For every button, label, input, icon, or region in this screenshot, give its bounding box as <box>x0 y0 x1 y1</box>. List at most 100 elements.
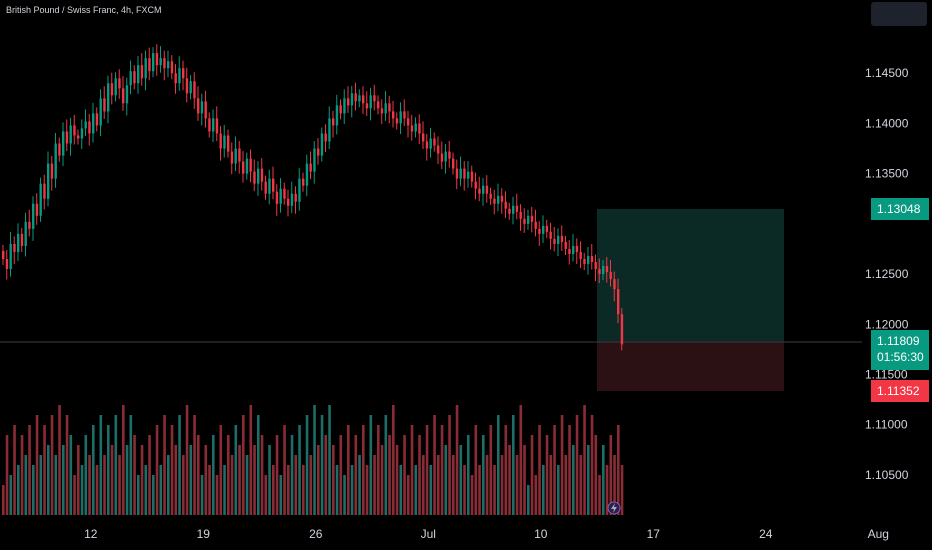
candle-body <box>257 168 260 184</box>
volume-bar <box>268 445 271 515</box>
candle-body <box>579 251 582 259</box>
volume-bar <box>602 445 605 515</box>
volume-bar <box>148 435 151 515</box>
volume-bar <box>313 405 316 515</box>
candle-body <box>114 78 117 96</box>
candle-body <box>459 168 462 179</box>
volume-bar <box>508 445 511 515</box>
candle-body <box>500 195 504 202</box>
x-tick-label: 17 <box>647 527 661 541</box>
candle-body <box>305 163 309 186</box>
candle-body <box>290 193 294 206</box>
candle-body <box>193 81 196 99</box>
candle-body <box>407 118 410 126</box>
volume-bar <box>452 455 455 515</box>
volume-bar <box>324 435 328 515</box>
candle-body <box>373 95 376 102</box>
volume-bar <box>542 465 545 515</box>
volume-bar <box>320 415 324 515</box>
candle-body <box>575 245 579 252</box>
candle-body <box>538 228 541 234</box>
volume-bar <box>182 455 185 515</box>
candle-body <box>493 198 496 204</box>
volume-bar <box>328 405 331 515</box>
candle-body <box>298 178 301 202</box>
candle-body <box>339 105 342 114</box>
lightning-icon[interactable] <box>607 501 621 515</box>
y-tick-label: 1.14000 <box>865 116 909 130</box>
volume-bar <box>347 425 350 515</box>
volume-bar <box>568 425 571 515</box>
volume-bar <box>279 475 283 515</box>
volume-bar <box>317 445 320 515</box>
volume-bar <box>122 405 125 515</box>
profit-zone <box>597 209 784 341</box>
candle-body <box>609 272 612 280</box>
volume-bar <box>230 455 234 515</box>
volume-bar <box>99 415 103 515</box>
volume-bar <box>152 475 155 515</box>
candle-body <box>5 258 9 270</box>
candle-body <box>422 133 425 142</box>
candle-body <box>369 95 372 109</box>
candle-body <box>410 125 414 132</box>
candle-body <box>95 113 99 126</box>
volume-bar <box>587 445 590 515</box>
candle-body <box>249 158 252 172</box>
candle-body <box>354 93 357 102</box>
volume-bar <box>238 445 241 515</box>
volume-bar <box>287 465 290 515</box>
candle-body <box>185 78 189 94</box>
candle-body <box>99 98 102 126</box>
candle-body <box>587 255 590 265</box>
volume-bar <box>365 465 369 515</box>
volume-bar <box>84 435 88 515</box>
volume-bar <box>125 445 129 515</box>
candle-body <box>275 191 279 204</box>
volume-bar <box>493 465 496 515</box>
volume-bar <box>178 415 181 515</box>
candle-body <box>317 148 320 156</box>
candle-body <box>557 235 560 244</box>
volume-bar <box>437 455 440 515</box>
candle-body <box>583 258 586 265</box>
candle-body <box>13 243 16 252</box>
x-tick-label: 10 <box>534 527 548 541</box>
volume-bar <box>17 465 20 515</box>
candle-body <box>602 266 605 275</box>
volume-bar <box>92 425 95 515</box>
volume-bars <box>2 405 624 515</box>
candle-body <box>219 133 222 149</box>
volume-bar <box>309 455 313 515</box>
candle-body <box>155 53 159 66</box>
candle-body <box>264 181 267 194</box>
candle-body <box>32 203 35 229</box>
volume-bar <box>167 455 170 515</box>
volume-bar <box>553 425 556 515</box>
candle-body <box>452 158 455 169</box>
x-tick-label: Aug <box>868 527 889 541</box>
toolbar-button[interactable] <box>871 2 927 26</box>
volume-bar <box>272 465 275 515</box>
volume-bar <box>140 445 144 515</box>
volume-bar <box>290 435 294 515</box>
candle-body <box>350 93 354 106</box>
volume-bar <box>133 435 136 515</box>
candle-body <box>215 118 219 134</box>
volume-bar <box>62 445 65 515</box>
candle-body <box>440 153 444 162</box>
volume-bar <box>155 425 159 515</box>
volume-bar <box>47 445 50 515</box>
candle-body <box>448 151 451 159</box>
candle-body <box>392 111 395 119</box>
candle-body <box>125 85 129 104</box>
volume-bar <box>234 425 238 515</box>
volume-bar <box>302 465 305 515</box>
candle-body <box>549 231 552 239</box>
volume-bar <box>429 465 433 515</box>
candle-body <box>620 314 624 345</box>
candle-body <box>388 103 391 112</box>
volume-bar <box>110 445 114 515</box>
last-price-badge: 1.11809 01:56:30 <box>871 330 929 370</box>
